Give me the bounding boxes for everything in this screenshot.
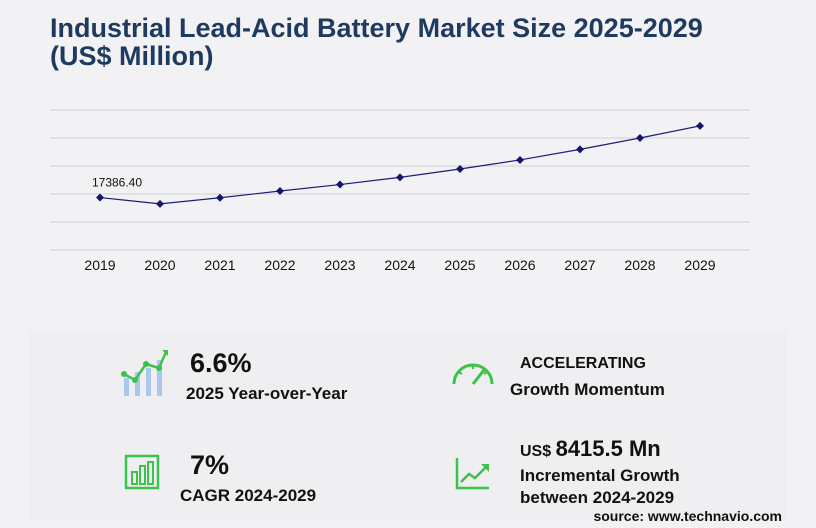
trend-up-icon	[455, 458, 489, 490]
yoy-label: 2025 Year-over-Year	[186, 384, 348, 403]
data-point	[216, 193, 224, 202]
x-tick-label: 2027	[564, 257, 595, 273]
currency-prefix: US$	[520, 443, 552, 460]
x-tick-labels: 2019 2020 2021 2022 2023 2024 2025 2026 2027 2028…	[84, 257, 715, 273]
incremental-value: US$ 8415.5 Mn	[520, 436, 661, 462]
data-labels: 17386.40	[92, 176, 142, 190]
data-points	[96, 121, 704, 208]
momentum-label: Growth Momentum	[510, 380, 665, 399]
chart-title: Industrial Lead-Acid Battery Market Size…	[50, 13, 703, 71]
x-tick-label: 2021	[204, 257, 235, 273]
data-point	[96, 193, 104, 202]
data-point	[576, 145, 584, 154]
data-point	[636, 134, 644, 142]
gridlines	[50, 109, 750, 251]
data-point	[156, 199, 164, 208]
speedometer-icon	[452, 363, 494, 385]
line-chart: 2019 2020 2021 2022 2023 2024 2025 2026 2027 2028…	[50, 109, 750, 273]
x-tick-label: 2022	[264, 257, 295, 273]
data-point	[276, 186, 284, 195]
data-point	[696, 121, 704, 130]
cagr-value: 7%	[190, 450, 230, 480]
incremental-amount: 8415.5 Mn	[555, 436, 661, 461]
data-label: 17386.40	[92, 176, 142, 190]
data-point	[456, 165, 464, 174]
incremental-label-2: between 2024-2029	[520, 488, 675, 507]
x-tick-label: 2026	[504, 257, 535, 273]
data-point	[396, 173, 404, 182]
x-tick-label: 2028	[624, 257, 655, 273]
data-point	[516, 155, 524, 164]
yoy-value: 6.6%	[190, 348, 252, 378]
x-tick-label: 2029	[684, 257, 715, 273]
momentum-value: ACCELERATING	[520, 355, 646, 372]
x-tick-label: 2024	[384, 257, 415, 273]
source-credit: source: www.technavio.com	[593, 508, 782, 524]
bar-chart-icon	[124, 454, 160, 490]
cagr-label: CAGR 2024-2029	[180, 486, 317, 505]
x-tick-label: 2020	[144, 257, 175, 273]
growth-chart-icon	[121, 350, 168, 396]
x-tick-label: 2023	[324, 257, 355, 273]
x-tick-label: 2025	[444, 257, 475, 273]
x-tick-label: 2019	[84, 257, 115, 273]
incremental-label-1: Incremental Growth	[520, 466, 680, 485]
data-point	[336, 180, 344, 189]
